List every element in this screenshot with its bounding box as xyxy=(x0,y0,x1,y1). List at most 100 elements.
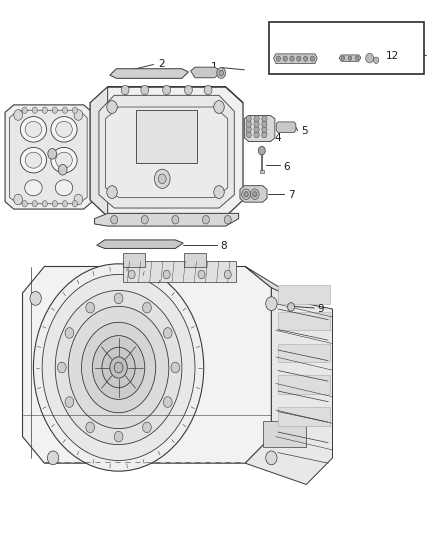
Circle shape xyxy=(141,85,149,95)
Bar xyxy=(278,344,330,362)
Polygon shape xyxy=(5,105,92,209)
Circle shape xyxy=(32,200,37,207)
Circle shape xyxy=(355,56,359,60)
Circle shape xyxy=(65,397,74,407)
Circle shape xyxy=(68,306,169,429)
Bar xyxy=(278,312,330,330)
Polygon shape xyxy=(274,54,317,63)
Circle shape xyxy=(214,185,224,198)
Polygon shape xyxy=(339,55,361,61)
Ellipse shape xyxy=(20,148,46,173)
Polygon shape xyxy=(244,116,275,142)
Circle shape xyxy=(262,121,267,127)
Bar xyxy=(108,213,145,224)
Ellipse shape xyxy=(25,180,42,196)
Ellipse shape xyxy=(56,122,72,138)
Circle shape xyxy=(62,200,67,207)
Bar xyxy=(263,421,306,447)
Bar xyxy=(278,285,330,304)
Polygon shape xyxy=(108,87,243,103)
Circle shape xyxy=(32,107,37,114)
Circle shape xyxy=(224,215,231,224)
Circle shape xyxy=(121,85,129,95)
Bar xyxy=(269,22,424,74)
Ellipse shape xyxy=(55,180,73,196)
Bar xyxy=(260,170,264,173)
Circle shape xyxy=(65,328,74,338)
Circle shape xyxy=(22,200,27,207)
Ellipse shape xyxy=(56,152,72,168)
Text: 7: 7 xyxy=(288,190,295,200)
Circle shape xyxy=(246,132,251,138)
Bar xyxy=(136,110,197,163)
Circle shape xyxy=(254,121,259,127)
Circle shape xyxy=(262,126,267,133)
Polygon shape xyxy=(276,122,296,133)
Circle shape xyxy=(310,56,314,61)
Circle shape xyxy=(162,85,170,95)
Circle shape xyxy=(219,70,223,76)
Ellipse shape xyxy=(20,117,46,142)
Circle shape xyxy=(163,328,172,338)
Circle shape xyxy=(107,101,117,114)
Circle shape xyxy=(114,362,123,373)
Circle shape xyxy=(74,194,83,205)
Bar xyxy=(123,261,237,282)
Circle shape xyxy=(52,200,57,207)
Circle shape xyxy=(276,56,281,61)
Circle shape xyxy=(202,215,209,224)
Ellipse shape xyxy=(25,122,42,138)
Bar xyxy=(184,253,206,266)
Polygon shape xyxy=(44,266,306,330)
Circle shape xyxy=(171,362,180,373)
Circle shape xyxy=(111,215,118,224)
Circle shape xyxy=(163,397,172,407)
Polygon shape xyxy=(97,240,183,248)
Circle shape xyxy=(304,56,308,61)
Circle shape xyxy=(128,270,135,279)
Bar xyxy=(188,213,226,224)
Circle shape xyxy=(246,126,251,133)
Circle shape xyxy=(253,191,257,197)
Ellipse shape xyxy=(25,152,42,168)
Polygon shape xyxy=(245,288,332,484)
Circle shape xyxy=(283,56,287,61)
Polygon shape xyxy=(22,266,272,463)
Text: 3: 3 xyxy=(187,205,194,215)
Circle shape xyxy=(348,56,352,60)
Bar xyxy=(123,253,145,266)
Text: 8: 8 xyxy=(221,241,227,251)
Circle shape xyxy=(22,107,27,114)
Circle shape xyxy=(204,85,212,95)
Circle shape xyxy=(244,191,248,197)
Circle shape xyxy=(254,132,259,138)
Circle shape xyxy=(224,270,231,279)
Circle shape xyxy=(290,56,294,61)
Polygon shape xyxy=(99,95,234,208)
Circle shape xyxy=(42,200,47,207)
Circle shape xyxy=(341,56,345,60)
Polygon shape xyxy=(90,87,108,216)
Circle shape xyxy=(33,264,204,471)
Circle shape xyxy=(14,194,22,205)
Text: 2: 2 xyxy=(158,60,165,69)
Circle shape xyxy=(114,431,123,442)
Bar xyxy=(278,375,330,394)
Circle shape xyxy=(52,107,57,114)
Polygon shape xyxy=(191,67,219,78)
Circle shape xyxy=(297,56,301,61)
Polygon shape xyxy=(90,87,243,216)
Circle shape xyxy=(74,110,83,120)
Circle shape xyxy=(266,297,277,311)
Circle shape xyxy=(62,107,67,114)
Circle shape xyxy=(102,348,135,387)
Polygon shape xyxy=(110,69,188,78)
Circle shape xyxy=(184,85,192,95)
Circle shape xyxy=(55,290,182,445)
Circle shape xyxy=(214,101,224,114)
Circle shape xyxy=(143,422,151,433)
Circle shape xyxy=(262,116,267,122)
Circle shape xyxy=(172,215,179,224)
Circle shape xyxy=(242,189,251,199)
Circle shape xyxy=(366,53,374,63)
